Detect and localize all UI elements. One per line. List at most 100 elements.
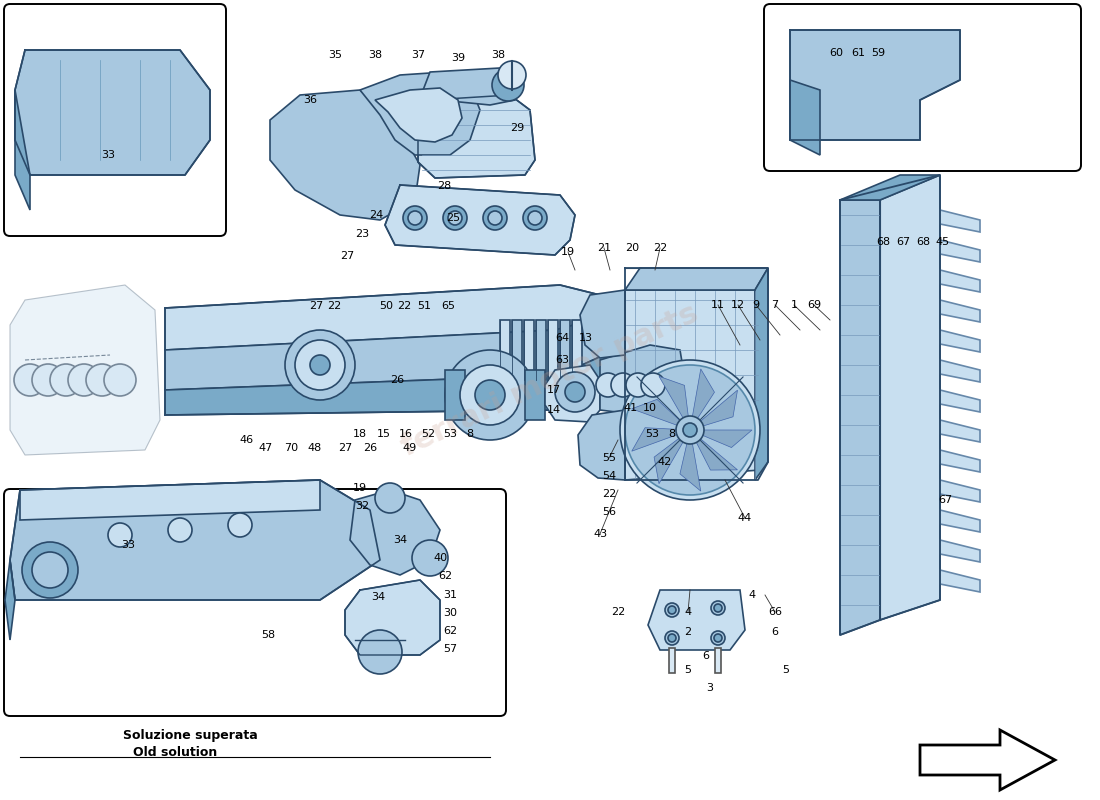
Text: 47: 47	[258, 443, 273, 453]
Circle shape	[443, 206, 468, 230]
Circle shape	[620, 360, 760, 500]
Text: 5: 5	[782, 665, 790, 675]
Text: 13: 13	[579, 333, 593, 343]
Text: 70: 70	[284, 443, 298, 453]
Polygon shape	[690, 369, 715, 430]
Polygon shape	[600, 345, 685, 415]
Text: 6: 6	[771, 627, 779, 637]
Circle shape	[68, 364, 100, 396]
FancyBboxPatch shape	[4, 489, 506, 716]
Text: 14: 14	[547, 405, 561, 415]
Text: 19: 19	[561, 247, 575, 257]
Polygon shape	[920, 730, 1055, 790]
Polygon shape	[165, 350, 615, 415]
Polygon shape	[940, 390, 980, 412]
Circle shape	[108, 523, 132, 547]
Polygon shape	[940, 450, 980, 472]
Text: 19: 19	[353, 483, 367, 493]
Text: 66: 66	[768, 607, 782, 617]
Circle shape	[475, 380, 505, 410]
Text: 6: 6	[703, 651, 710, 661]
Text: 55: 55	[602, 453, 616, 463]
Circle shape	[104, 364, 136, 396]
Circle shape	[683, 423, 697, 437]
Text: 42: 42	[658, 457, 672, 467]
Text: 59: 59	[871, 48, 886, 58]
Text: 46: 46	[239, 435, 253, 445]
Circle shape	[711, 631, 725, 645]
Polygon shape	[654, 430, 690, 484]
Polygon shape	[940, 330, 980, 352]
Polygon shape	[631, 399, 690, 430]
Text: 28: 28	[437, 181, 451, 191]
Text: 51: 51	[417, 301, 431, 311]
Polygon shape	[790, 80, 820, 155]
Polygon shape	[940, 570, 980, 592]
Circle shape	[32, 552, 68, 588]
Text: 8: 8	[669, 429, 675, 439]
Polygon shape	[940, 300, 980, 322]
Polygon shape	[420, 68, 520, 105]
Polygon shape	[940, 510, 980, 532]
Text: 17: 17	[547, 385, 561, 395]
Circle shape	[50, 364, 82, 396]
Text: 53: 53	[443, 429, 456, 439]
Text: 62: 62	[443, 626, 458, 636]
Text: 22: 22	[327, 301, 341, 311]
Text: 69: 69	[807, 300, 821, 310]
Text: 10: 10	[644, 403, 657, 413]
Bar	[446, 370, 465, 420]
Text: 35: 35	[328, 50, 342, 60]
Circle shape	[448, 211, 462, 225]
Text: 30: 30	[443, 608, 456, 618]
Text: 8: 8	[466, 429, 474, 439]
Polygon shape	[544, 365, 600, 422]
Circle shape	[14, 364, 46, 396]
Circle shape	[358, 630, 402, 674]
Polygon shape	[500, 320, 510, 380]
Polygon shape	[350, 490, 440, 575]
Circle shape	[403, 206, 427, 230]
Polygon shape	[165, 318, 615, 390]
Polygon shape	[648, 590, 745, 650]
Polygon shape	[560, 320, 570, 380]
Polygon shape	[625, 268, 768, 290]
Circle shape	[668, 606, 676, 614]
Text: 22: 22	[610, 607, 625, 617]
Text: 43: 43	[593, 529, 607, 539]
Bar	[525, 370, 544, 420]
Text: 62: 62	[438, 571, 452, 581]
Circle shape	[488, 211, 502, 225]
Text: 27: 27	[340, 251, 354, 261]
Circle shape	[625, 365, 755, 495]
Text: 56: 56	[602, 507, 616, 517]
Text: 3: 3	[706, 683, 714, 693]
Polygon shape	[690, 430, 752, 447]
Text: 20: 20	[625, 243, 639, 253]
Text: 22: 22	[653, 243, 667, 253]
Text: 58: 58	[261, 630, 275, 640]
Circle shape	[626, 373, 650, 397]
Polygon shape	[10, 480, 379, 600]
Text: 52: 52	[421, 429, 436, 439]
Polygon shape	[385, 185, 575, 255]
Polygon shape	[940, 360, 980, 382]
Polygon shape	[6, 560, 15, 640]
FancyBboxPatch shape	[4, 4, 226, 236]
Polygon shape	[940, 270, 980, 292]
Circle shape	[522, 206, 547, 230]
Polygon shape	[345, 580, 440, 655]
Polygon shape	[690, 430, 737, 470]
Polygon shape	[572, 320, 582, 380]
Text: 22: 22	[397, 301, 411, 311]
Text: 16: 16	[399, 429, 412, 439]
Text: 22: 22	[602, 489, 616, 499]
Text: 67: 67	[938, 495, 953, 505]
Text: 12: 12	[730, 300, 745, 310]
Text: 34: 34	[393, 535, 407, 545]
Polygon shape	[690, 390, 737, 430]
Circle shape	[492, 69, 524, 101]
Circle shape	[446, 350, 535, 440]
Polygon shape	[524, 320, 534, 380]
Text: 57: 57	[443, 644, 458, 654]
